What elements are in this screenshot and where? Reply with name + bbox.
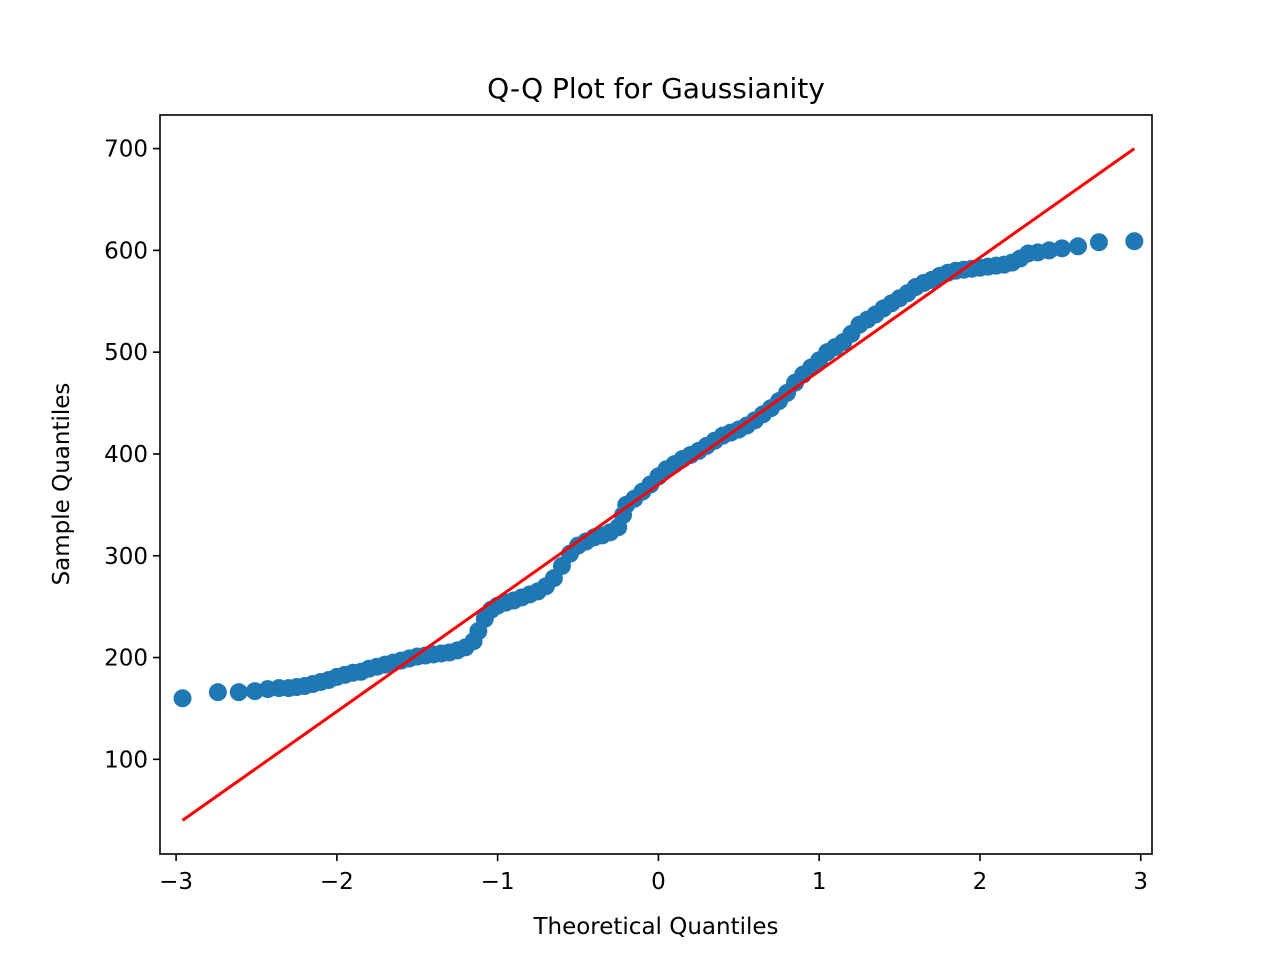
data-point	[1125, 232, 1144, 251]
x-axis-label: Theoretical Quantiles	[532, 914, 778, 940]
x-tick-label: −2	[320, 869, 354, 895]
data-point	[1089, 233, 1108, 252]
x-tick-label: 1	[812, 869, 827, 895]
reference-line	[181, 147, 1136, 822]
chart-title: Q-Q Plot for Gaussianity	[487, 72, 825, 105]
data-point	[229, 683, 248, 702]
y-tick-label: 300	[104, 544, 148, 570]
data-point	[1052, 239, 1071, 258]
y-tick-label: 200	[104, 646, 148, 672]
tick-layer: −3 −2 −1 0 1 2 3 100 200 300 400 500 600 700	[104, 137, 1148, 895]
plot-layer	[173, 147, 1144, 822]
x-tick-label: 3	[1133, 869, 1148, 895]
x-tick-label: −3	[159, 869, 193, 895]
x-tick-label: 0	[651, 869, 666, 895]
data-point	[173, 689, 192, 708]
y-tick-label: 400	[104, 442, 148, 468]
x-tick-label: −1	[481, 869, 515, 895]
axes-frame	[159, 114, 1153, 855]
x-tick-label: 2	[973, 869, 988, 895]
y-tick-label: 700	[104, 137, 148, 163]
y-tick-label: 500	[104, 340, 148, 366]
data-point	[1069, 237, 1088, 256]
data-point	[208, 683, 227, 702]
y-tick-label: 100	[104, 747, 148, 773]
data-area	[173, 147, 1144, 822]
y-axis-label: Sample Quantiles	[49, 383, 75, 586]
y-tick-label: 600	[104, 238, 148, 264]
